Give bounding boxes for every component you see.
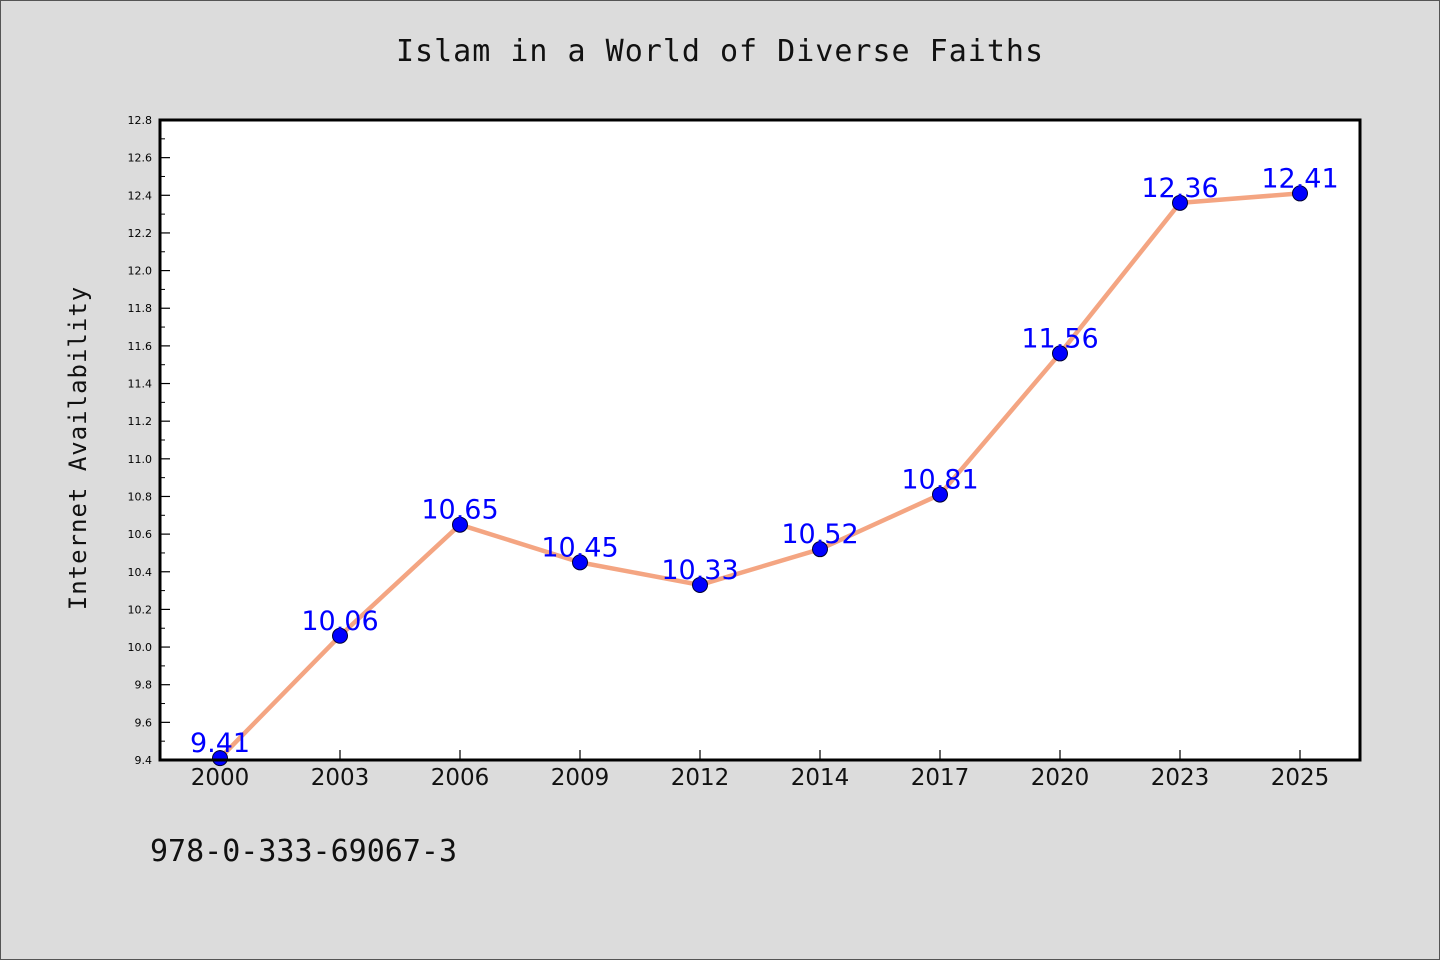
chart-title: Islam in a World of Diverse Faiths — [395, 34, 1045, 69]
data-label: 12.36 — [1141, 173, 1218, 204]
data-label: 10.52 — [781, 519, 858, 550]
data-point — [212, 750, 228, 767]
data-label: 12.41 — [1261, 163, 1338, 194]
y-tick-label: 11.8 — [128, 302, 153, 315]
y-tick-label: 9.8 — [135, 679, 153, 692]
y-tick-label: 10.8 — [128, 490, 153, 503]
y-tick-label: 11.2 — [128, 415, 153, 428]
data-label: 10.81 — [901, 465, 978, 496]
data-point — [1052, 345, 1068, 362]
y-tick-label: 12.0 — [128, 265, 153, 278]
y-tick-label: 11.6 — [128, 340, 153, 353]
y-tick-label: 12.4 — [128, 189, 153, 202]
data-label: 10.33 — [661, 555, 738, 586]
data-label: 10.65 — [421, 495, 498, 526]
plot-border — [158, 118, 1362, 762]
x-tick-label: 2012 — [671, 765, 730, 791]
y-tick-label: 10.2 — [128, 603, 153, 616]
x-tick-label: 2003 — [311, 765, 370, 791]
x-tick-label: 2020 — [1031, 765, 1090, 791]
x-tick-label: 2009 — [551, 765, 610, 791]
x-tick-label: 2025 — [1271, 765, 1330, 791]
x-tick-label: 2000 — [191, 765, 250, 791]
x-tick-label: 2023 — [1151, 765, 1210, 791]
x-axis-ticks: 2000 2003 2006 2009 2012 2014 2017 2020 2023 2025 — [191, 750, 1330, 791]
y-tick-label: 10.6 — [128, 528, 153, 541]
x-tick-label: 2006 — [431, 765, 490, 791]
data-point — [812, 541, 828, 558]
data-point — [1172, 194, 1188, 211]
series-layer: 9.41 10.06 10.65 10.45 10.33 10.52 10.81 11.56 1… — [190, 163, 1339, 767]
y-tick-label: 12.6 — [128, 152, 153, 165]
data-label: 9.41 — [190, 728, 250, 759]
data-point — [932, 486, 948, 503]
y-tick-label: 11.4 — [128, 378, 153, 391]
x-tick-label: 2014 — [791, 765, 850, 791]
data-label: 10.45 — [541, 532, 618, 563]
y-tick-label: 10.0 — [128, 641, 153, 654]
y-tick-label: 12.8 — [128, 114, 153, 127]
y-tick-label: 11.0 — [128, 453, 153, 466]
data-point — [1292, 185, 1308, 202]
data-point — [332, 627, 348, 644]
y-tick-label: 10.4 — [128, 566, 153, 579]
y-tick-label: 12.2 — [128, 227, 153, 240]
data-label: 11.56 — [1021, 323, 1098, 354]
y-tick-label: 9.6 — [135, 716, 153, 729]
y-axis-ticks: 9.4 9.6 9.8 10.0 10.2 10.4 10.6 10.8 11.0 11.2 11.… — [128, 114, 170, 767]
plot-area — [160, 120, 1360, 760]
x-tick-label: 2017 — [911, 765, 970, 791]
data-point — [572, 554, 588, 571]
y-tick-label: 9.4 — [135, 754, 153, 767]
data-point — [692, 576, 708, 593]
data-label: 10.06 — [301, 606, 378, 637]
isbn-code: 978-0-333-69067-3 — [150, 834, 458, 869]
data-point — [452, 516, 468, 533]
series-line — [217, 191, 1303, 761]
